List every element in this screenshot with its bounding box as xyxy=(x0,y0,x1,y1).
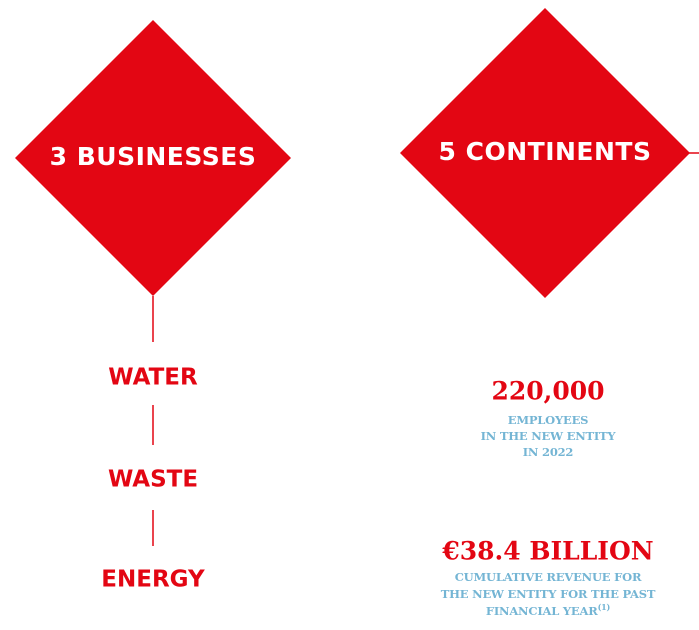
business: ENERGY xyxy=(101,567,205,593)
business: WATER xyxy=(108,365,198,391)
stat-label: IN THE NEW ENTITY xyxy=(481,429,617,443)
diamond xyxy=(400,8,690,298)
stat-label: CUMULATIVE REVENUE FOR xyxy=(455,570,642,584)
footnote-mark: (1) xyxy=(598,602,611,612)
stat-value: 220,000 xyxy=(491,377,604,406)
diamond-title: 3 BUSINESSES xyxy=(50,142,257,171)
stat-label: EMPLOYEES xyxy=(508,413,589,427)
stat-value: €38.4 BILLION xyxy=(441,537,653,566)
stat-label-group: FINANCIAL YEAR(1) xyxy=(486,602,611,618)
business: WASTE xyxy=(108,467,198,493)
stat-label: IN 2022 xyxy=(523,445,574,459)
stat-label: FINANCIAL YEAR xyxy=(486,604,598,618)
diamond xyxy=(15,20,291,296)
diamond-title: 5 CONTINENTS xyxy=(439,137,652,166)
stat-label: THE NEW ENTITY FOR THE PAST xyxy=(441,587,656,601)
